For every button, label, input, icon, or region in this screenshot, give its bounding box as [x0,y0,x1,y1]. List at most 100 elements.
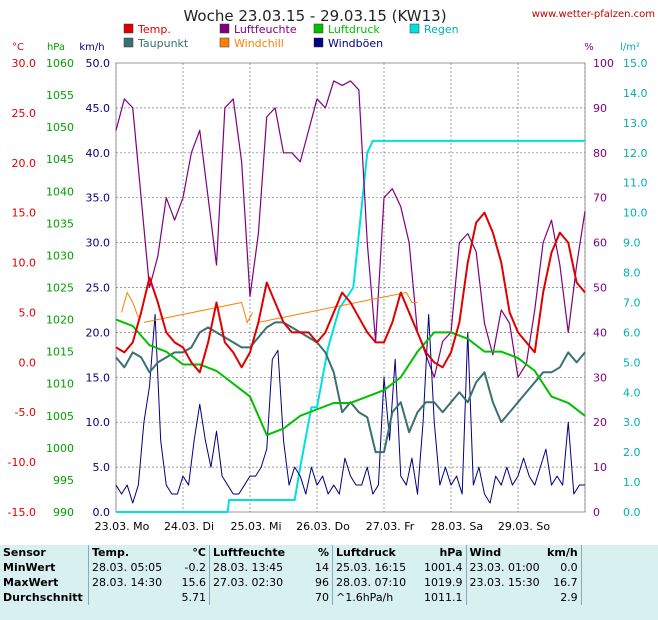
pressure-time: 25.03. 16:15 [332,560,421,575]
tick-label-humidity: 50 [593,282,607,295]
series-line-luftfeuchte [115,80,586,378]
x-tick-label: 28.03. Sa [431,520,483,533]
table-header-row: Sensor Temp. °C Luftfeuchte % Luftdruck … [0,545,588,560]
x-tick-label: 29.03. So [498,520,550,533]
legend-swatch [313,23,324,34]
col-pressure-unit: hPa [439,546,463,559]
series-line-windchill [258,291,418,323]
tick-label-pressure: 1005 [46,410,74,423]
humidity-value: 70 [315,591,329,604]
col-temp: Temp. [88,545,175,560]
legend-swatch [409,23,420,34]
legend-label: Taupunkt [137,37,189,50]
x-tick-label: 23.03. Mo [95,520,150,533]
tick-label-temp: 20.0 [12,157,37,170]
wind-time: 23.03. 15:30 [465,575,543,590]
row-label: MaxWert [3,576,59,589]
tick-label-pressure: 1000 [46,442,74,455]
x-tick-label: 26.03. Do [296,520,350,533]
tick-label-pressure: 1030 [46,249,74,262]
tick-label-rain: 7.0 [623,296,641,309]
tick-label-wind: 45.0 [86,102,111,115]
humidity-value: 14 [315,561,329,574]
tick-label-temp: 30.0 [12,57,37,70]
temp-value: -0.2 [184,561,206,574]
x-axis-labels: 23.03. Mo 24.03. Di 25.03. Mi 26.03. Do 27.0… [95,520,551,533]
series-line-windböen [115,313,585,504]
humidity-time [209,590,304,605]
series-line-regen [116,139,585,513]
pressure-time: ^1.6hPa/h [332,590,421,605]
tick-label-rain: 10.0 [623,207,648,220]
tick-label-rain: 2.0 [623,446,641,459]
series-line-temp [115,211,586,374]
legend-swatch [219,37,230,48]
tick-label-wind: 50.0 [86,57,111,70]
tick-label-wind: 35.0 [86,192,111,205]
tick-label-temp: 25.0 [12,107,37,120]
col-pressure: Luftdruck [332,545,421,560]
series-lines [115,80,586,513]
tick-label-humidity: 90 [593,102,607,115]
site-link[interactable]: www.wetter-pfalzen.com [532,9,655,20]
wind-value: 2.9 [560,591,578,604]
tick-label-rain: 3.0 [623,416,641,429]
legend-swatch [123,37,134,48]
wind-time: 23.03. 01:00 [465,560,543,575]
series-line-windchill [121,291,139,318]
tick-label-humidity: 60 [593,237,607,250]
tick-label-humidity: 20 [593,416,607,429]
wind-value: 16.7 [553,576,578,589]
tick-label-pressure: 1035 [46,217,74,230]
tick-label-pressure: 1045 [46,153,74,166]
axis-unit-temp: °C [12,42,24,53]
tick-label-rain: 6.0 [623,326,641,339]
tick-label-rain: 5.0 [623,356,641,369]
col-humidity-unit: % [317,546,329,559]
tick-label-temp: -5.0 [15,406,36,419]
legend: Temp. Luftfeuchte Luftdruck Regen Taupunkt Wi… [123,23,459,50]
tick-label-rain: 12.0 [623,147,648,160]
tick-label-humidity: 100 [593,57,614,70]
tick-label-wind: 20.0 [86,326,111,339]
table-row: MaxWert 28.03. 14:30 15.6 27.03. 02:30 9… [0,575,588,590]
legend-label: Windchill [234,37,284,50]
tick-label-rain: 0.0 [623,506,641,519]
tick-label-wind: 30.0 [86,237,111,250]
pressure-value: 1011.1 [424,591,463,604]
tick-label-humidity: 0 [593,506,600,519]
tick-label-rain: 8.0 [623,267,641,280]
x-tick-label: 24.03. Di [164,520,214,533]
tick-label-pressure: 1055 [46,89,74,102]
tick-label-rain: 1.0 [623,476,641,489]
axis-unit-rain: l/m² [620,42,640,53]
pressure-value: 1019.9 [424,576,463,589]
axis-unit-wind: km/h [79,42,104,53]
axis-unit-pressure: hPa [47,42,65,53]
legend-label: Windböen [328,37,383,50]
table-row: MinWert 28.03. 05:05 -0.2 28.03. 13:45 1… [0,560,588,575]
tick-label-temp: 15.0 [12,207,37,220]
legend-label: Luftdruck [328,23,380,36]
col-humidity: Luftfeuchte [209,545,304,560]
x-tick-label: 27.03. Fr [366,520,415,533]
x-tick-label: 25.03. Mi [230,520,281,533]
tick-label-pressure: 1040 [46,185,74,198]
tick-label-rain: 9.0 [623,237,641,250]
temp-time [88,590,175,605]
tick-label-temp: 0.0 [19,356,37,369]
tick-label-wind: 5.0 [93,461,111,474]
weather-week-chart: Woche 23.03.15 - 29.03.15 (KW13) www.wet… [7,7,655,533]
tick-label-humidity: 40 [593,326,607,339]
tick-label-humidity: 80 [593,147,607,160]
col-empty [580,560,588,575]
col-empty [580,545,588,560]
pressure-value: 1001.4 [424,561,463,574]
tick-label-pressure: 1015 [46,346,74,359]
tick-label-temp: -15.0 [8,506,36,519]
tick-label-humidity: 30 [593,371,607,384]
row-label: MinWert [3,561,56,574]
legend-label: Temp. [137,23,171,36]
tick-label-pressure: 1050 [46,121,74,134]
tick-label-rain: 13.0 [623,117,648,130]
